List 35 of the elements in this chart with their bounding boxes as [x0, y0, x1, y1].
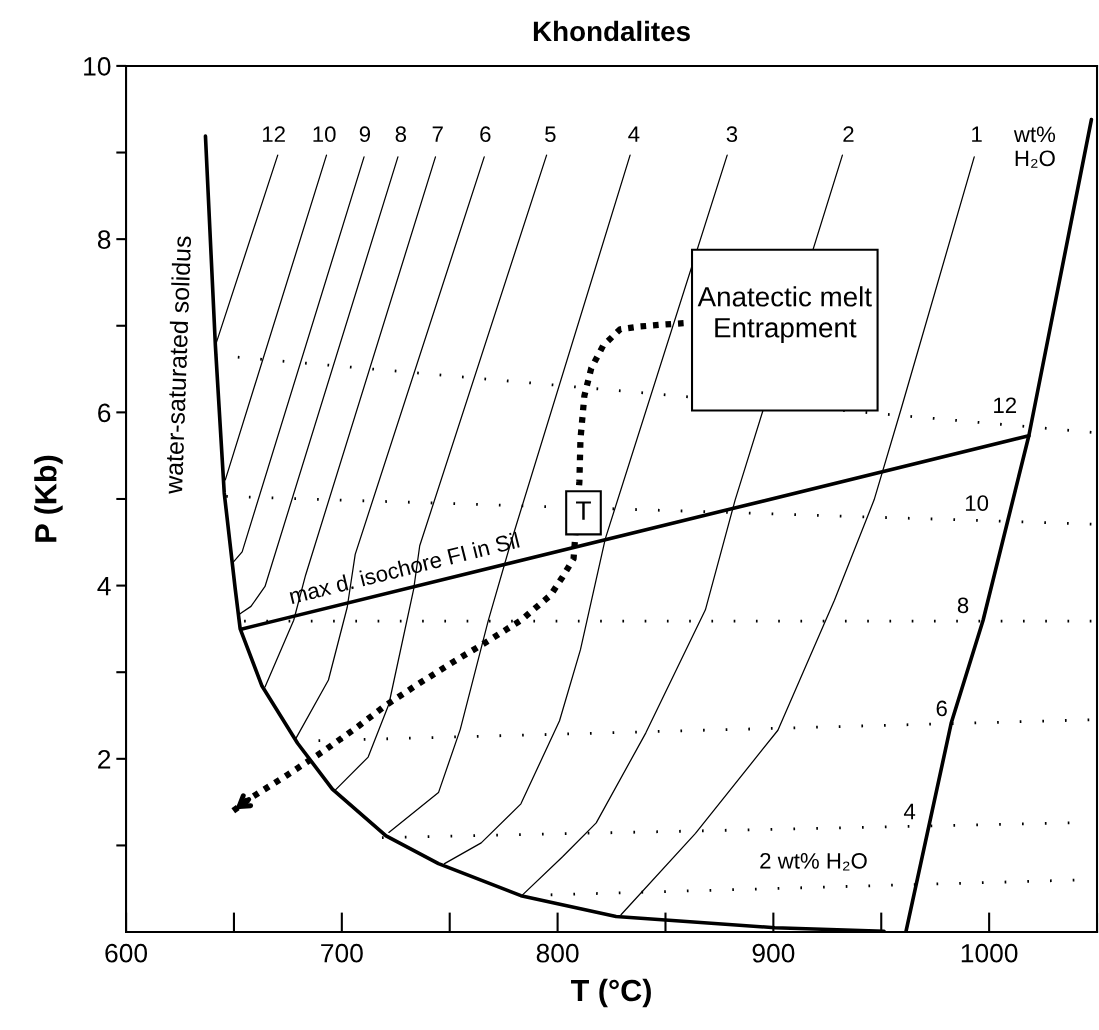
annotation: 5: [545, 126, 556, 143]
annotation: 2: [843, 126, 854, 142]
annotation: water-saturated solidus: [163, 236, 192, 495]
x-tick-label: 800: [536, 943, 579, 963]
annotation: wt% H₂O: [1013, 126, 1056, 168]
x-tick-label: 900: [752, 943, 795, 963]
y-tick-label: 10: [84, 57, 111, 76]
annotation: 1: [972, 126, 982, 142]
y-tick-label: 8: [97, 230, 111, 249]
annotation: 8: [957, 597, 969, 614]
annotation: 3: [726, 126, 738, 143]
annotation: 10: [313, 126, 336, 143]
annotation: 4: [628, 126, 640, 142]
annotation: 12: [994, 397, 1017, 413]
annotation: 7: [432, 126, 443, 142]
annotation: 4: [903, 803, 916, 820]
annotation: Anatectic melt Entrapment: [697, 286, 872, 344]
annotation: 2 wt% H₂O: [760, 852, 867, 871]
x-tick-label: 700: [321, 943, 363, 963]
y-axis-title: P (Kb): [34, 455, 63, 542]
annotation: 9: [359, 126, 371, 143]
annotation: 12: [262, 126, 285, 142]
y-tick-label: 4: [97, 577, 111, 596]
annotation: max d. isochore FI in Sil: [288, 531, 520, 605]
x-tick-label: 600: [105, 943, 148, 963]
annotation: 6: [480, 126, 491, 143]
annotation: T: [576, 501, 591, 520]
annotation: 10: [965, 495, 989, 512]
annotation: 6: [936, 700, 947, 717]
annotation: 8: [395, 126, 407, 143]
y-tick-label: 6: [98, 403, 111, 423]
x-tick-label: 1000: [961, 943, 1018, 963]
chart-title: Khondalites: [533, 20, 690, 42]
x-axis-title: T (°C): [570, 978, 651, 1008]
y-tick-label: 2: [98, 749, 111, 769]
